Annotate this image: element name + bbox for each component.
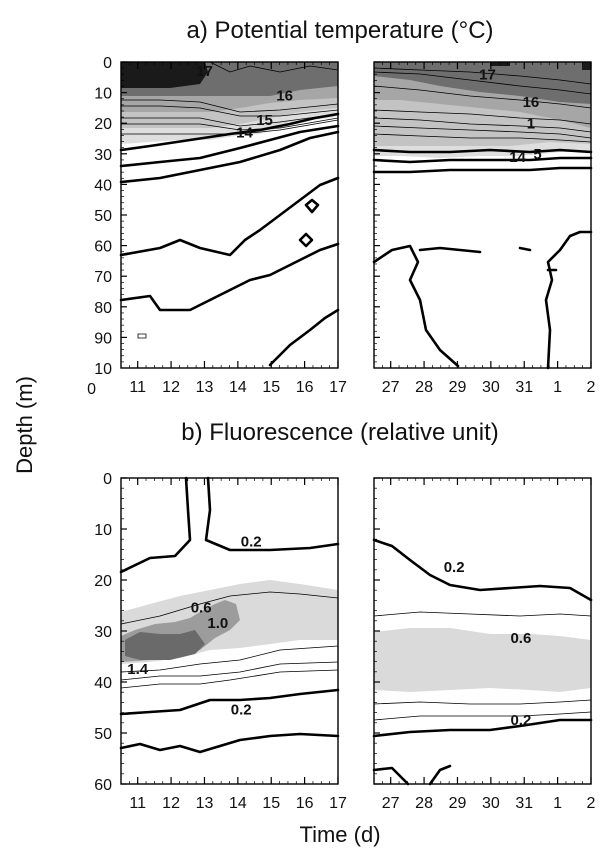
y-tick-label-a-30: 30	[94, 147, 112, 164]
contour-14-a2	[372, 148, 593, 154]
x-tick-label-b2-1: 1	[553, 795, 562, 812]
x-tick-label-b2-29: 29	[449, 795, 467, 812]
contour-label-b-3: 1.4	[127, 661, 149, 678]
y-tick-label-b-30: 30	[94, 624, 112, 641]
contour-label-b-4: 0.2	[231, 702, 252, 719]
y-tick-label-a-50: 50	[94, 208, 112, 225]
x-tick-label-b2-2: 2	[587, 795, 596, 812]
y-tick-label-a-100-part2: 0	[87, 381, 96, 398]
y-tick-label-b-0: 0	[103, 471, 112, 488]
contour-label-b-2: 1.0	[207, 615, 228, 632]
panel-a-title: a) Potential temperature (°C)	[186, 17, 493, 44]
x-tick-label-b1-12: 12	[162, 795, 180, 812]
contour-label-a-5: 16	[523, 94, 540, 111]
x-tick-label-a1-12: 12	[162, 379, 180, 396]
x-tick-label-a2-30: 30	[482, 379, 500, 396]
contour-label-b-1: 0.6	[191, 600, 212, 617]
contour-label-b-5: 0.2	[444, 559, 465, 576]
contour-label-b-7: 0.2	[510, 712, 531, 729]
x-tick-label-b2-31: 31	[515, 795, 533, 812]
x-tick-label-b2-30: 30	[482, 795, 500, 812]
contour-label-a-3: 14	[236, 124, 253, 141]
x-tick-label-a2-28: 28	[415, 379, 433, 396]
y-tick-label-b-10: 10	[94, 522, 112, 539]
panel-b-period2	[372, 477, 593, 786]
contour-02-lower-b1	[119, 688, 340, 716]
contour-label-b-6: 0.6	[510, 630, 531, 647]
y-tick-label-a-20: 20	[94, 116, 112, 133]
x-tick-label-b2-28: 28	[415, 795, 433, 812]
x-tick-label-a1-16: 16	[296, 379, 314, 396]
band-17-a2	[490, 62, 591, 70]
contour-02-upper-b1	[119, 476, 192, 574]
band-16-a2	[374, 62, 591, 104]
contour-label-a-1: 16	[276, 88, 293, 105]
y-tick-label-a-80: 80	[94, 300, 112, 317]
x-tick-label-a1-15: 15	[262, 379, 280, 396]
x-tick-label-b1-16: 16	[296, 795, 314, 812]
contour-14-a1	[119, 112, 340, 152]
band-06-b2	[374, 628, 591, 692]
panel-b-period1	[119, 476, 340, 785]
x-tick-label-a1-11: 11	[129, 379, 146, 396]
contour-label-a-7: 14	[509, 149, 526, 166]
y-tick-label-a-100-part1: 10	[94, 361, 112, 378]
contour-label-a-2: 15	[256, 112, 273, 129]
x-tick-label-b1-13: 13	[196, 795, 214, 812]
y-tick-label-a-10: 10	[94, 86, 112, 103]
x-tick-label-b2-27: 27	[382, 795, 400, 812]
x-axis-label: Time (d)	[299, 822, 380, 847]
panel-a-period1	[119, 61, 340, 369]
x-tick-label-a2-1: 1	[553, 379, 562, 396]
contour-label-a-0: 17	[196, 63, 213, 80]
x-tick-label-a2-29: 29	[449, 379, 467, 396]
x-tick-label-b1-15: 15	[262, 795, 280, 812]
panel-b-title: b) Fluorescence (relative unit)	[181, 419, 498, 446]
y-tick-label-a-60: 60	[94, 239, 112, 256]
x-tick-label-a2-31: 31	[515, 379, 533, 396]
contour-02-upper-b2	[372, 538, 593, 602]
x-tick-label-b1-11: 11	[129, 795, 146, 812]
x-tick-label-b1-17: 17	[329, 795, 347, 812]
y-tick-label-b-40: 40	[94, 675, 112, 692]
x-tick-label-a1-14: 14	[229, 379, 247, 396]
y-tick-label-b-60: 60	[94, 777, 112, 794]
contour-label-b-0: 0.2	[241, 533, 262, 550]
x-tick-label-a1-17: 17	[329, 379, 347, 396]
panel-a-period2	[372, 61, 593, 370]
contour-02-lower-b2	[372, 718, 593, 738]
contour-label-a-4: 17	[479, 66, 496, 83]
y-tick-label-a-0: 0	[103, 55, 112, 72]
y-tick-label-a-70: 70	[94, 269, 112, 286]
y-tick-label-b-50: 50	[94, 726, 112, 743]
band-14-b1	[125, 630, 205, 660]
y-tick-label-b-20: 20	[94, 573, 112, 590]
contour-label-a-6: 1	[527, 115, 535, 132]
x-tick-label-b1-14: 14	[229, 795, 247, 812]
band-17-a1	[121, 62, 208, 88]
y-tick-label-a-90: 90	[94, 330, 112, 347]
y-axis-label: Depth (m)	[12, 376, 37, 474]
x-tick-label-a2-27: 27	[382, 379, 400, 396]
x-tick-label-a1-13: 13	[196, 379, 214, 396]
contour-label-a-8: 5	[533, 146, 541, 163]
x-tick-label-a2-2: 2	[587, 379, 596, 396]
y-tick-label-a-40: 40	[94, 177, 112, 194]
